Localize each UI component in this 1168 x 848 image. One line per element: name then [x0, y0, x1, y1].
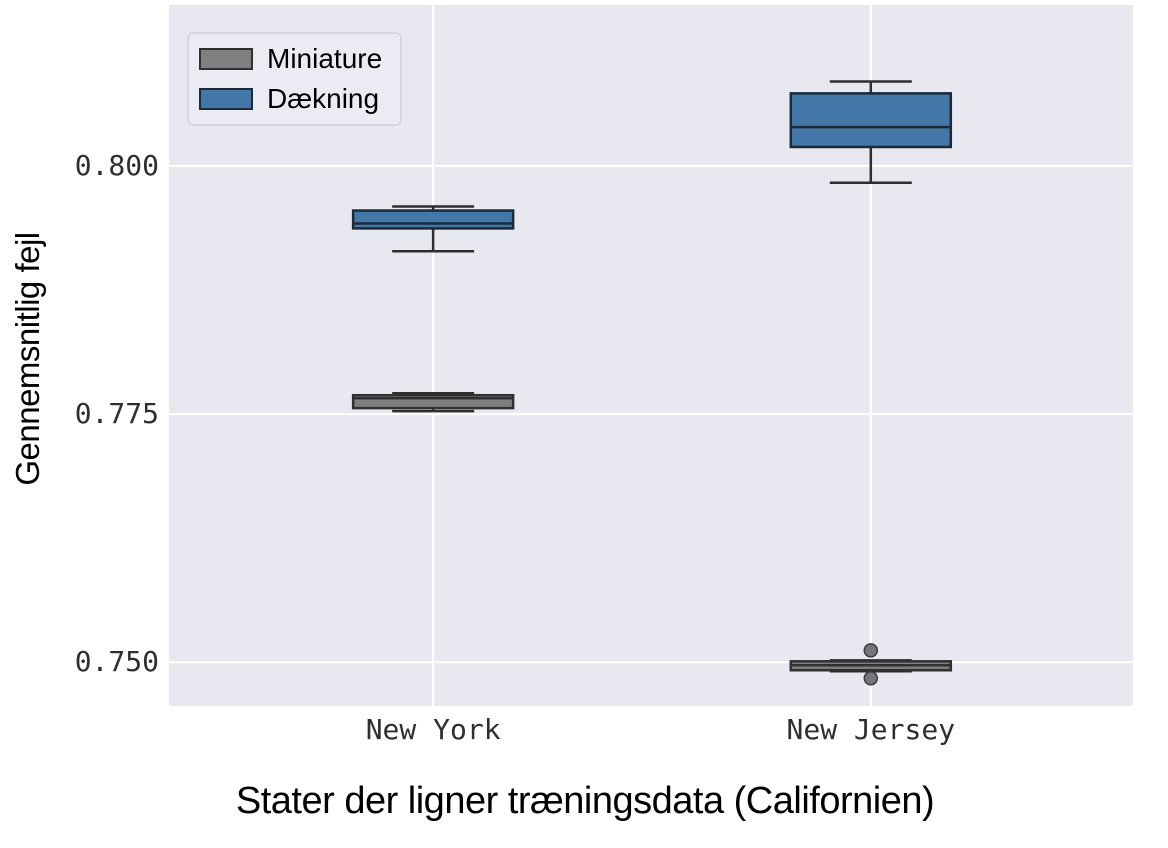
- y-tick-label: 0.775: [74, 397, 159, 431]
- x-tick-label: New Jersey: [786, 713, 956, 746]
- legend-item: Dækning: [199, 84, 382, 114]
- x-tick-label: New York: [365, 713, 501, 746]
- box-Dækning-New York: [351, 209, 515, 230]
- legend: Miniature Dækning: [187, 32, 403, 126]
- legend-label: Miniature: [267, 43, 383, 74]
- legend-item: Miniature: [199, 44, 382, 74]
- legend-swatch-icon: [199, 48, 253, 70]
- boxplot-canvas: [169, 5, 1133, 706]
- outlier-point-Miniature-New Jersey: [863, 670, 879, 686]
- outlier-point-Miniature-New Jersey: [863, 643, 879, 658]
- y-tick-label: 0.750: [74, 645, 159, 679]
- plot-area: Miniature Dækning: [169, 5, 1133, 706]
- y-axis-label: Gennemsnitlig fejl: [9, 232, 46, 486]
- x-axis-label: Stater der ligner træningsdata (Californ…: [235, 780, 935, 822]
- box-Dækning-New Jersey: [789, 92, 953, 149]
- legend-label: Dækning: [267, 83, 380, 114]
- legend-swatch-icon: [199, 88, 253, 110]
- y-tick-label: 0.800: [74, 148, 159, 182]
